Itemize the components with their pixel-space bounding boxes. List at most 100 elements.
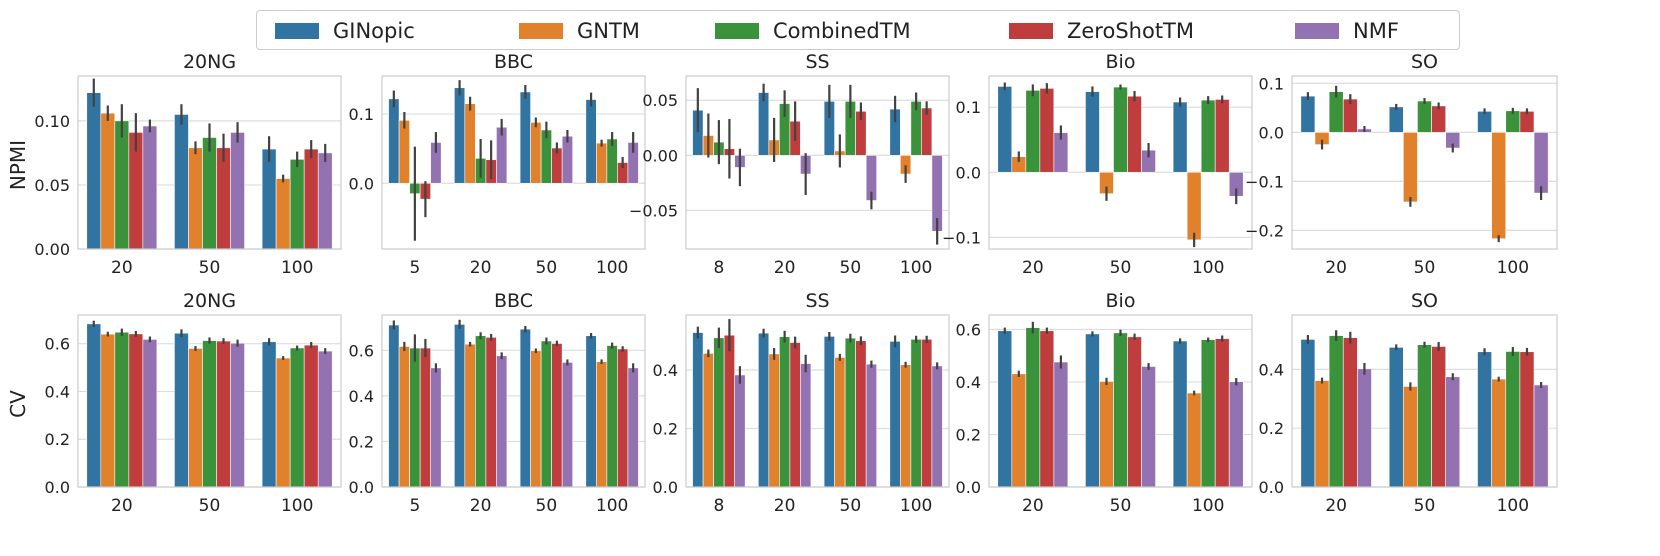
bar bbox=[997, 330, 1013, 488]
bar bbox=[1039, 330, 1055, 488]
bar bbox=[1477, 110, 1492, 133]
panel-title: BBC bbox=[494, 290, 533, 312]
x-tick-label: 100 bbox=[900, 496, 932, 516]
bar bbox=[585, 335, 597, 488]
bar bbox=[1085, 91, 1100, 173]
y-tick-label: 0.4 bbox=[45, 382, 70, 401]
x-tick-label: 50 bbox=[536, 496, 558, 516]
bar bbox=[86, 92, 102, 250]
bar bbox=[454, 87, 466, 184]
bar bbox=[617, 348, 629, 488]
bar bbox=[464, 103, 476, 184]
bar bbox=[1431, 346, 1446, 488]
y-tick-label: 0.0 bbox=[1259, 478, 1284, 497]
bar bbox=[758, 332, 770, 488]
bar bbox=[1200, 99, 1216, 173]
bar bbox=[585, 99, 597, 184]
legend-item-gntm: GNTM bbox=[519, 19, 640, 43]
bar bbox=[606, 345, 618, 488]
panel-cv-ss-frame bbox=[685, 314, 950, 488]
legend-item-combinedtm: CombinedTM bbox=[715, 19, 911, 43]
bar bbox=[834, 357, 846, 488]
bar bbox=[692, 332, 704, 488]
x-tick-label: 20 bbox=[774, 496, 796, 516]
bar bbox=[202, 137, 217, 250]
panel-npmi-20ng-frame bbox=[77, 75, 342, 250]
bar bbox=[1533, 384, 1549, 488]
y-tick-label: −0.1 bbox=[1245, 172, 1284, 191]
x-tick-label: 100 bbox=[1192, 258, 1224, 278]
bar bbox=[921, 338, 933, 488]
bar bbox=[921, 107, 933, 156]
legend-swatch-gntm bbox=[519, 23, 563, 39]
bar bbox=[530, 122, 542, 184]
bar bbox=[1127, 95, 1142, 173]
bar bbox=[1172, 101, 1188, 173]
panel-title: SO bbox=[1411, 51, 1438, 73]
y-tick-label: 0.4 bbox=[653, 361, 678, 380]
x-tick-label: 100 bbox=[1497, 496, 1529, 516]
bar bbox=[889, 341, 901, 488]
legend-item-zeroshottm: ZeroShotTM bbox=[1009, 19, 1194, 43]
panel-cv-bio-frame bbox=[988, 314, 1253, 488]
bar bbox=[855, 340, 867, 488]
x-tick-label: 20 bbox=[111, 496, 133, 516]
legend-label: NMF bbox=[1353, 19, 1399, 43]
bar bbox=[464, 343, 476, 488]
bar bbox=[734, 374, 746, 488]
y-tick-label: 0.1 bbox=[349, 105, 374, 124]
x-tick-label: 50 bbox=[199, 258, 221, 278]
bar bbox=[1342, 98, 1358, 133]
y-tick-label: 0.0 bbox=[349, 478, 374, 497]
bar bbox=[1141, 366, 1156, 488]
panel-title: Bio bbox=[1106, 51, 1136, 73]
bar bbox=[1228, 381, 1244, 488]
y-tick-label: 0.4 bbox=[956, 373, 981, 392]
panel-npmi-so-frame bbox=[1291, 75, 1558, 250]
bar bbox=[188, 348, 203, 488]
x-tick-label: 20 bbox=[774, 258, 796, 278]
bar bbox=[388, 98, 400, 184]
bar bbox=[823, 336, 835, 488]
bar bbox=[275, 357, 291, 488]
y-tick-label: 0.0 bbox=[45, 478, 70, 497]
bar bbox=[713, 337, 725, 488]
bar bbox=[800, 363, 812, 488]
row-label-cv: CV bbox=[6, 390, 30, 418]
panel-title: BBC bbox=[494, 51, 533, 73]
x-tick-label: 100 bbox=[1497, 258, 1529, 278]
bar bbox=[1388, 106, 1404, 133]
bar bbox=[1417, 344, 1432, 488]
bar bbox=[723, 334, 735, 488]
legend-label: ZeroShotTM bbox=[1067, 19, 1194, 43]
bar bbox=[519, 91, 531, 184]
y-tick-label: 0.4 bbox=[349, 387, 374, 406]
x-tick-label: 50 bbox=[199, 496, 221, 516]
bar bbox=[910, 338, 922, 488]
bar bbox=[230, 342, 245, 488]
bar bbox=[540, 340, 552, 488]
bar bbox=[1519, 110, 1535, 133]
bar bbox=[114, 331, 130, 488]
bar bbox=[1053, 361, 1069, 488]
legend-label: CombinedTM bbox=[773, 19, 911, 43]
y-tick-label: 0.6 bbox=[45, 335, 70, 354]
bar bbox=[1172, 340, 1188, 488]
bar bbox=[303, 148, 319, 250]
x-tick-label: 20 bbox=[470, 258, 492, 278]
bar bbox=[142, 339, 158, 488]
bar bbox=[1403, 386, 1418, 488]
panel-title: 20NG bbox=[183, 290, 236, 312]
bar bbox=[1214, 99, 1230, 173]
y-tick-label: 0.1 bbox=[956, 98, 981, 117]
bar bbox=[561, 135, 573, 184]
bar bbox=[86, 323, 102, 488]
bar bbox=[485, 337, 497, 488]
bar bbox=[475, 335, 487, 488]
y-tick-label: 0.0 bbox=[1259, 123, 1284, 142]
bar bbox=[303, 344, 319, 488]
x-tick-label: 50 bbox=[1110, 258, 1132, 278]
bar bbox=[1505, 351, 1521, 488]
x-tick-label: 100 bbox=[596, 496, 628, 516]
bar bbox=[789, 342, 801, 488]
